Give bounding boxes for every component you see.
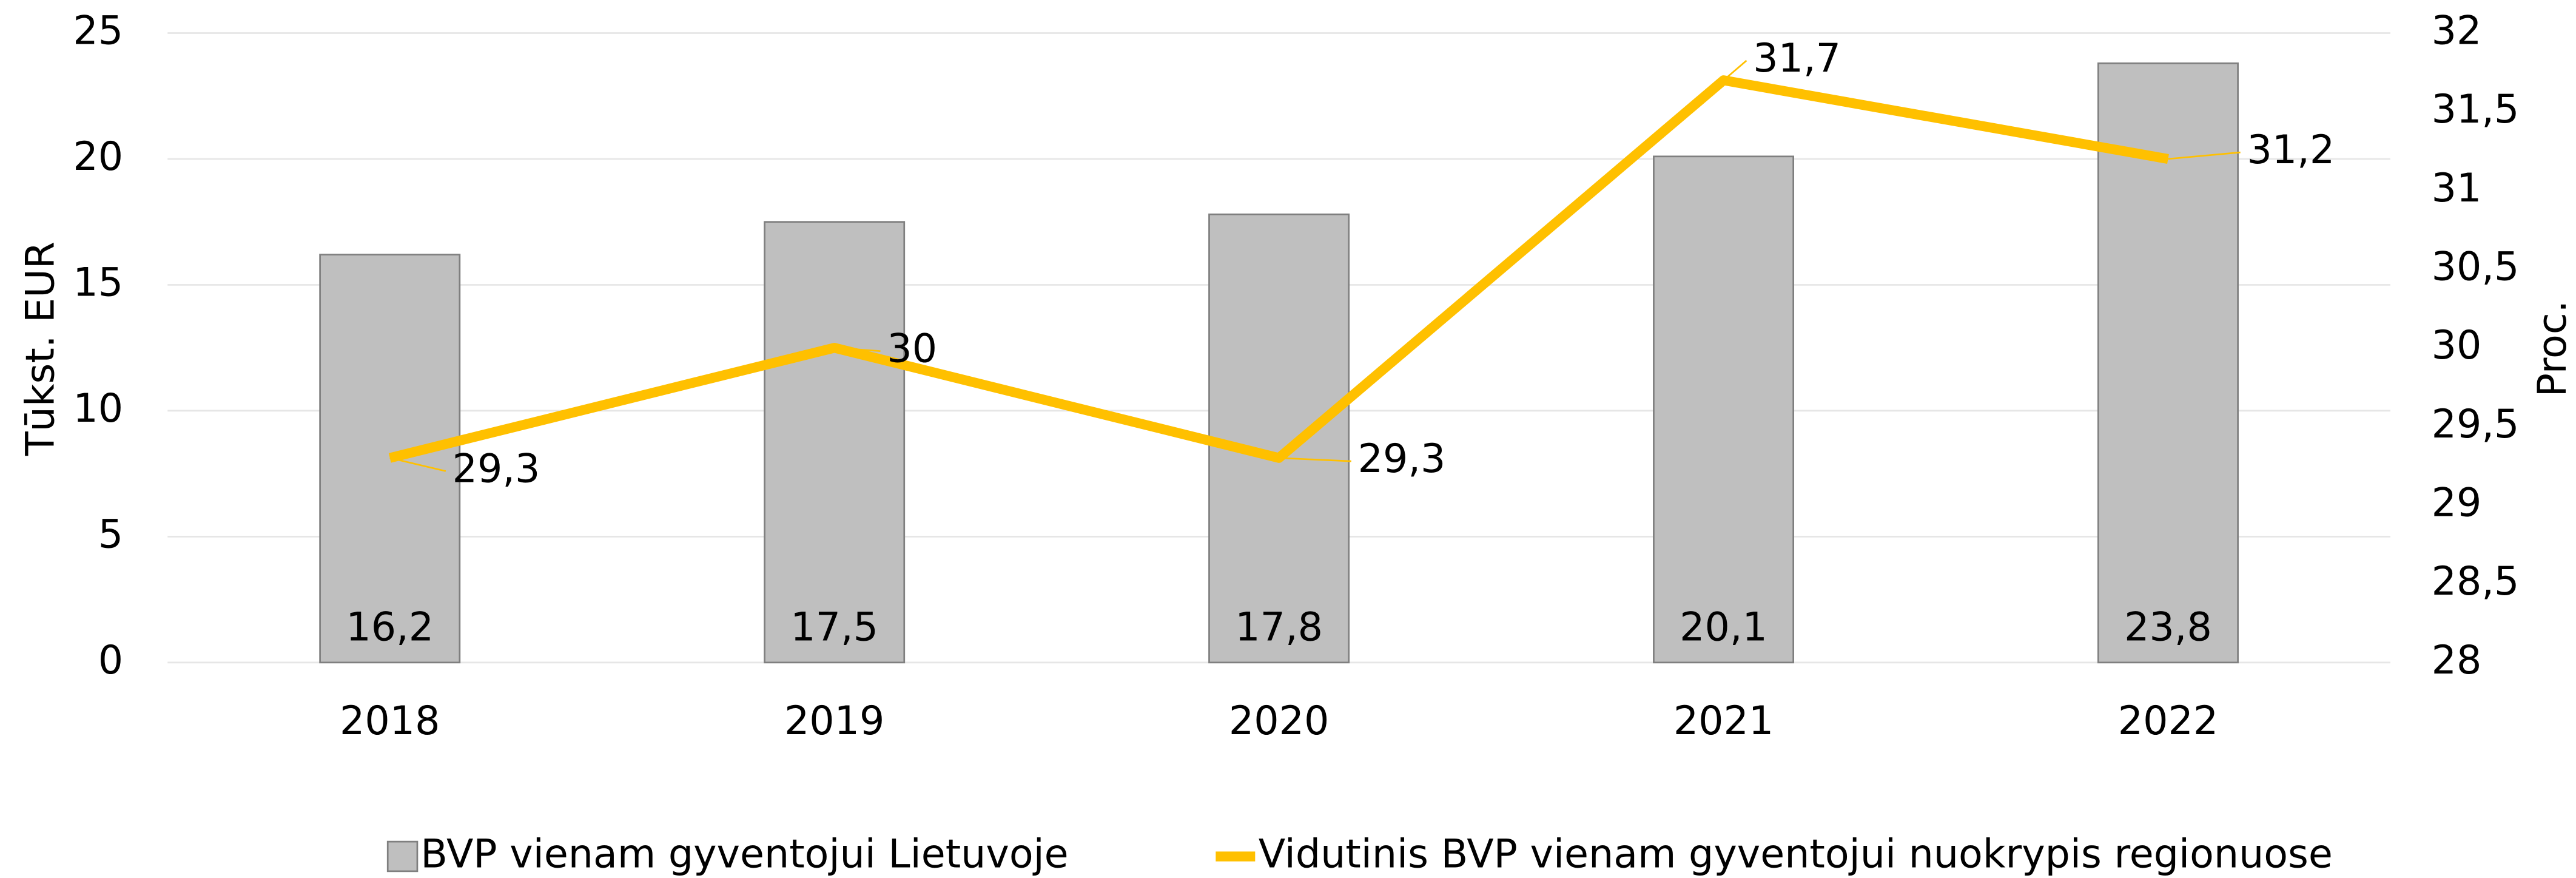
y-tick-label: 10 <box>73 386 123 431</box>
legend-label: BVP vienam gyventojui Lietuvoje <box>420 832 1068 877</box>
y-tick-label: 0 <box>98 638 123 683</box>
y-tick-label: 20 <box>73 134 123 180</box>
bar <box>1653 155 1795 664</box>
line-value-label: 31,2 <box>2247 127 2335 173</box>
y2-tick-label: 31 <box>2432 166 2482 211</box>
x-tick-label: 2019 <box>784 698 884 744</box>
y-axis-title: Tūkst. EUR <box>18 241 63 456</box>
bar-value-label: 16,2 <box>346 605 434 650</box>
line-value-label: 31,7 <box>1753 36 1841 81</box>
bar <box>2097 62 2239 664</box>
bar <box>1208 213 1350 664</box>
bar-value-label: 23,8 <box>2124 605 2212 650</box>
y-tick-label: 5 <box>98 512 123 557</box>
y2-tick-label: 29 <box>2432 481 2482 526</box>
leader-line <box>389 457 446 472</box>
line-value-label: 29,3 <box>452 446 540 491</box>
leader-line <box>1279 457 1351 462</box>
legend-swatch <box>386 840 419 873</box>
x-tick-label: 2020 <box>1229 698 1329 744</box>
y2-tick-label: 29,5 <box>2432 402 2520 447</box>
bar-value-label: 17,8 <box>1235 605 1323 650</box>
y2-tick-label: 30,5 <box>2432 245 2520 290</box>
leader-line <box>1723 59 1747 81</box>
y2-axis-title: Proc. <box>2530 300 2575 397</box>
y2-tick-label: 31,5 <box>2432 87 2520 132</box>
y2-tick-label: 30 <box>2432 323 2482 368</box>
bar-value-label: 17,5 <box>790 605 878 650</box>
bar <box>764 221 906 664</box>
y-tick-label: 25 <box>73 8 123 54</box>
leader-line <box>2168 151 2241 160</box>
line-value-label: 29,3 <box>1358 436 1446 482</box>
y2-tick-label: 28 <box>2432 638 2482 683</box>
legend-label: Vidutinis BVP vienam gyventojui nuokrypi… <box>1259 832 2333 877</box>
bar-value-label: 20,1 <box>1680 605 1767 650</box>
y2-tick-label: 32 <box>2432 8 2482 54</box>
line-value-label: 30 <box>887 326 937 372</box>
x-tick-label: 2022 <box>2118 698 2218 744</box>
bar <box>319 254 461 664</box>
leader-line <box>834 346 881 352</box>
y2-tick-label: 28,5 <box>2432 559 2520 604</box>
x-tick-label: 2018 <box>340 698 440 744</box>
y-tick-label: 15 <box>73 260 123 306</box>
x-tick-label: 2021 <box>1673 698 1774 744</box>
